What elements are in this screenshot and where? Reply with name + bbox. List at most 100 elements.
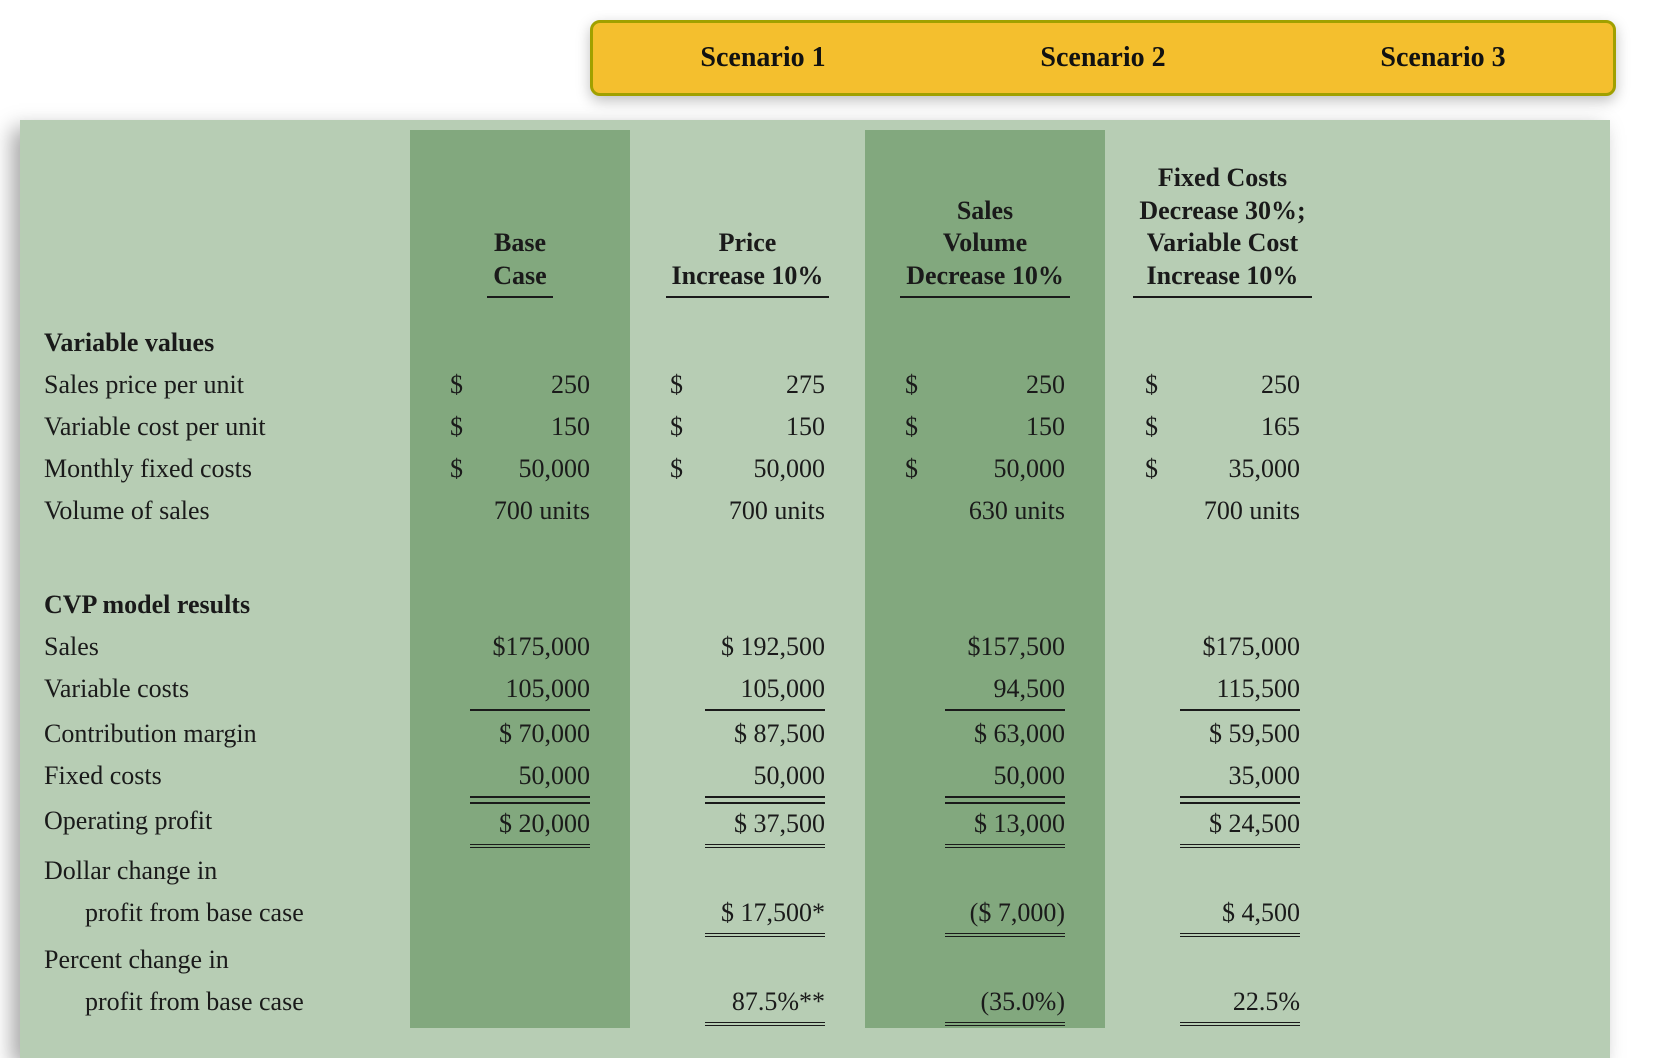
val-cm-base: $ 70,000 xyxy=(410,713,630,755)
pad xyxy=(630,568,865,626)
pad xyxy=(1340,490,1580,532)
cvp-table: BaseCase PriceIncrease 10% SalesVolumeDe… xyxy=(20,120,1610,1058)
val-cm-s2: $ 63,000 xyxy=(865,713,1105,755)
pad xyxy=(1105,568,1340,626)
val-fixedc-s2: 50,000 xyxy=(865,755,1105,800)
pad xyxy=(410,850,630,892)
label-varcosts: Variable costs xyxy=(30,668,410,713)
label-pchg-2: profit from base case xyxy=(30,981,410,1028)
val-varcost-s3: $165 xyxy=(1105,406,1340,448)
pad xyxy=(1340,939,1580,981)
col-head-base-text: BaseCase xyxy=(487,227,552,298)
val-varcosts-s1: 105,000 xyxy=(630,668,865,713)
pad xyxy=(1340,568,1580,626)
val-pchg-s1: 87.5%** xyxy=(630,981,865,1028)
val-cm-s3: $ 59,500 xyxy=(1105,713,1340,755)
section-cvp-results: CVP model results xyxy=(30,568,410,626)
scenario-tab-2: Scenario 2 xyxy=(933,23,1273,93)
scenario-header-bar: Scenario 1 Scenario 2 Scenario 3 xyxy=(590,20,1616,96)
val-sales-s2: $157,500 xyxy=(865,626,1105,668)
val-varcost-s1: $150 xyxy=(630,406,865,448)
pad xyxy=(1340,850,1580,892)
val-fixed-s1: $50,000 xyxy=(630,448,865,490)
pad xyxy=(1340,755,1580,800)
label-cm: Contribution margin xyxy=(30,713,410,755)
val-price-base: $250 xyxy=(410,364,630,406)
pad xyxy=(630,850,865,892)
pad xyxy=(865,532,1105,568)
pad xyxy=(410,568,630,626)
col-head-s2: SalesVolumeDecrease 10% xyxy=(865,130,1105,306)
val-dchg-s2: ($ 7,000) xyxy=(865,892,1105,939)
pad xyxy=(1340,981,1580,1028)
val-dchg-s1: $ 17,500* xyxy=(630,892,865,939)
label-price: Sales price per unit xyxy=(30,364,410,406)
pad xyxy=(410,939,630,981)
pad xyxy=(630,532,865,568)
pad xyxy=(1340,364,1580,406)
pad xyxy=(630,939,865,981)
val-op-s2: $ 13,000 xyxy=(865,800,1105,850)
val-varcosts-s3: 115,500 xyxy=(1105,668,1340,713)
col-head-s3-text: Fixed CostsDecrease 30%;Variable CostInc… xyxy=(1133,162,1311,298)
pad xyxy=(1340,306,1580,364)
val-fixedc-s1: 50,000 xyxy=(630,755,865,800)
pad xyxy=(1340,448,1580,490)
pad xyxy=(1340,713,1580,755)
col-head-s1-text: PriceIncrease 10% xyxy=(666,227,830,298)
val-op-s1: $ 37,500 xyxy=(630,800,865,850)
val-dchg-s3: $ 4,500 xyxy=(1105,892,1340,939)
label-fixedc: Fixed costs xyxy=(30,755,410,800)
pad xyxy=(1105,939,1340,981)
val-volume-s1: 700 units xyxy=(630,490,865,532)
col-head-base: BaseCase xyxy=(410,130,630,306)
pad xyxy=(865,850,1105,892)
val-price-s1: $275 xyxy=(630,364,865,406)
pad xyxy=(1105,532,1340,568)
val-price-s2: $250 xyxy=(865,364,1105,406)
col-head-pad xyxy=(1340,130,1580,306)
val-price-s3: $250 xyxy=(1105,364,1340,406)
scenario-tab-1: Scenario 1 xyxy=(593,23,933,93)
label-op: Operating profit xyxy=(30,800,410,850)
label-fixed: Monthly fixed costs xyxy=(30,448,410,490)
pad xyxy=(1340,668,1580,713)
label-sales: Sales xyxy=(30,626,410,668)
pad xyxy=(1340,626,1580,668)
val-dchg-base xyxy=(410,892,630,939)
val-fixed-s2: $50,000 xyxy=(865,448,1105,490)
val-varcost-base: $150 xyxy=(410,406,630,448)
val-op-s3: $ 24,500 xyxy=(1105,800,1340,850)
val-sales-base: $175,000 xyxy=(410,626,630,668)
label-varcost: Variable cost per unit xyxy=(30,406,410,448)
val-varcost-s2: $150 xyxy=(865,406,1105,448)
pad xyxy=(1105,306,1340,364)
pad xyxy=(1340,800,1580,850)
val-varcosts-base: 105,000 xyxy=(410,668,630,713)
label-volume: Volume of sales xyxy=(30,490,410,532)
val-sales-s1: $ 192,500 xyxy=(630,626,865,668)
val-volume-s2: 630 units xyxy=(865,490,1105,532)
cvp-grid: BaseCase PriceIncrease 10% SalesVolumeDe… xyxy=(30,130,1600,1028)
label-dchg-1: Dollar change in xyxy=(30,850,410,892)
val-cm-s1: $ 87,500 xyxy=(630,713,865,755)
label-dchg-2: profit from base case xyxy=(30,892,410,939)
val-fixed-s3: $35,000 xyxy=(1105,448,1340,490)
val-pchg-s2: (35.0%) xyxy=(865,981,1105,1028)
val-fixedc-s3: 35,000 xyxy=(1105,755,1340,800)
val-pchg-s3: 22.5% xyxy=(1105,981,1340,1028)
col-head-s3: Fixed CostsDecrease 30%;Variable CostInc… xyxy=(1105,130,1340,306)
val-fixedc-base: 50,000 xyxy=(410,755,630,800)
pad xyxy=(410,532,630,568)
val-op-base: $ 20,000 xyxy=(410,800,630,850)
pad xyxy=(865,306,1105,364)
val-sales-s3: $175,000 xyxy=(1105,626,1340,668)
pad xyxy=(1340,406,1580,448)
section-variable-values: Variable values xyxy=(30,306,410,364)
pad xyxy=(1105,850,1340,892)
pad xyxy=(410,306,630,364)
pad xyxy=(865,939,1105,981)
label-pchg-1: Percent change in xyxy=(30,939,410,981)
pad xyxy=(1340,892,1580,939)
pad xyxy=(30,532,410,568)
